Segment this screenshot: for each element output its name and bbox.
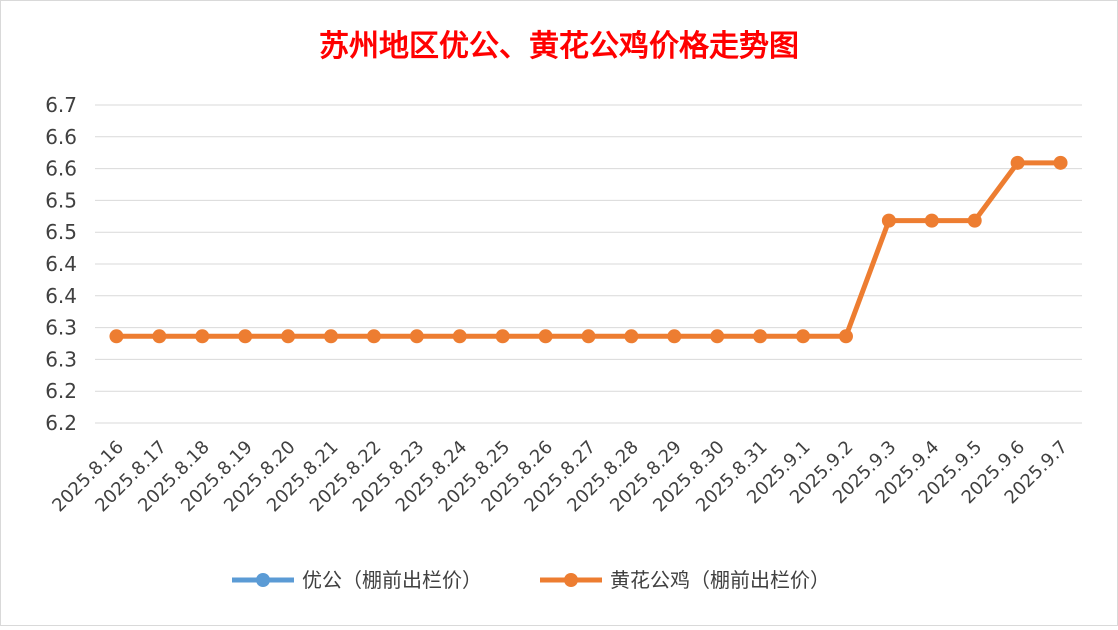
data-point [452, 329, 467, 344]
y-tick-label: 6.5 [45, 220, 77, 244]
data-point [238, 329, 253, 344]
data-point [538, 329, 553, 344]
data-point [409, 329, 424, 344]
y-tick-label: 6.3 [45, 347, 77, 371]
data-point [281, 329, 296, 344]
data-point [109, 329, 124, 344]
y-tick-label: 6.2 [45, 411, 77, 435]
data-point [624, 329, 639, 344]
series-lines [109, 155, 1068, 344]
legend-label: 优公（棚前出栏价） [302, 568, 482, 592]
series-1 [109, 155, 1068, 344]
y-tick-label: 6.4 [45, 284, 77, 308]
data-point [881, 213, 896, 228]
data-point [667, 329, 682, 344]
data-point [1053, 155, 1068, 170]
legend-swatch-marker [256, 573, 270, 587]
legend-item: 黄花公鸡（棚前出栏价） [540, 568, 830, 592]
legend-swatch-marker [564, 573, 578, 587]
data-point [495, 329, 510, 344]
data-point [967, 213, 982, 228]
y-tick-label: 6.2 [45, 379, 77, 403]
y-axis-tick-labels: 6.7 6.6 6.6 6.5 6.5 6.4 6.4 6.3 6.3 6.2 6.2 [45, 93, 77, 435]
data-point [796, 329, 811, 344]
data-point [366, 329, 381, 344]
y-tick-label: 6.6 [45, 125, 77, 149]
data-point [152, 329, 167, 344]
data-point [581, 329, 596, 344]
y-tick-label: 6.7 [45, 93, 77, 117]
y-tick-label: 6.5 [45, 188, 77, 212]
data-point [753, 329, 768, 344]
y-tick-label: 6.6 [45, 157, 77, 181]
data-point [1010, 155, 1025, 170]
data-point [324, 329, 339, 344]
y-tick-label: 6.3 [45, 316, 77, 340]
legend: 优公（棚前出栏价） 黄花公鸡（棚前出栏价） [232, 568, 830, 592]
data-point [710, 329, 725, 344]
legend-item: 优公（棚前出栏价） [232, 568, 482, 592]
data-point [924, 213, 939, 228]
grid-lines [95, 104, 1082, 424]
legend-label: 黄花公鸡（棚前出栏价） [610, 568, 830, 592]
chart-title: 苏州地区优公、黄花公鸡价格走势图 [319, 29, 799, 64]
data-point [838, 329, 853, 344]
y-tick-label: 6.4 [45, 252, 77, 276]
data-point [195, 329, 210, 344]
